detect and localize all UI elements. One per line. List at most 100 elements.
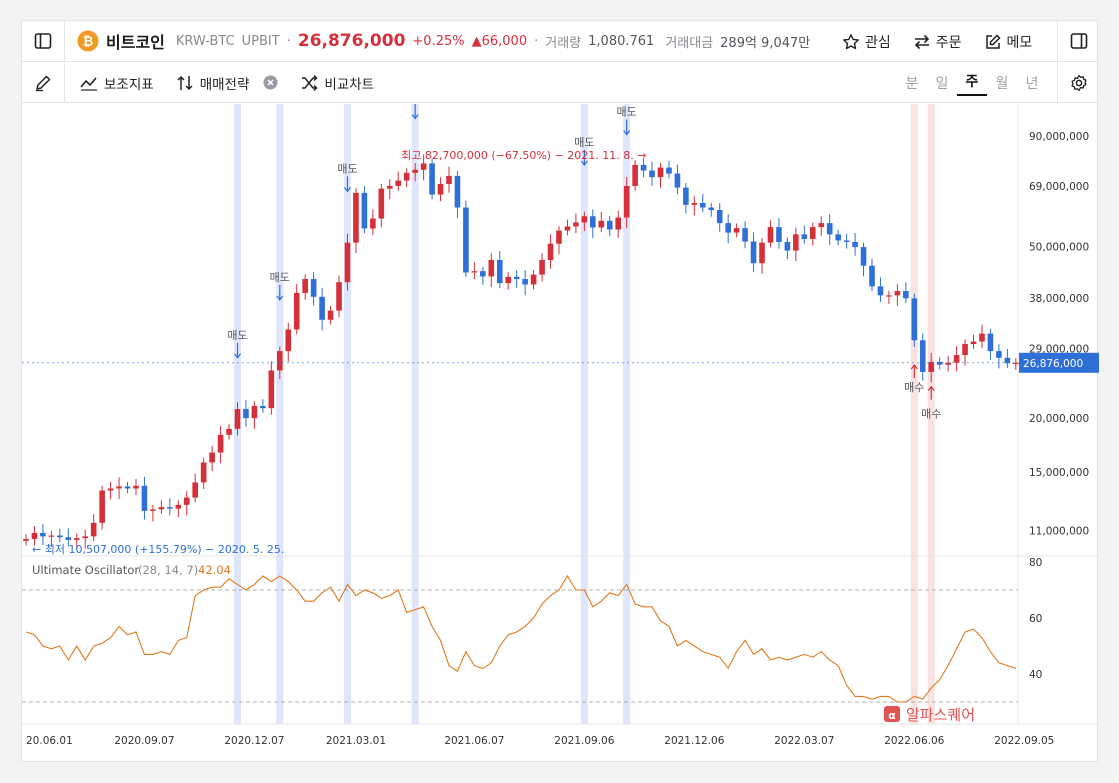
- sell-signal-arrowhead: [623, 130, 631, 136]
- candle-body: [420, 163, 427, 170]
- candle-body: [581, 216, 588, 223]
- memo-button[interactable]: 메모: [984, 32, 1032, 52]
- high-price-annotation: 최고 82,700,000 (−67.50%) − 2021. 11. 8. →: [401, 149, 646, 162]
- candle-body: [936, 361, 943, 365]
- shuffle-icon: [302, 74, 318, 91]
- candle-body: [150, 509, 156, 511]
- candle-body: [167, 507, 173, 509]
- sidebar-toggle-button[interactable]: [22, 21, 64, 62]
- price-chart[interactable]: 90,000,000 69,000,000 50,000,000 38,000,000…: [22, 104, 1099, 763]
- candle-body: [928, 361, 935, 372]
- watchlist-label: 관심: [865, 34, 891, 51]
- period-year-tab[interactable]: 년: [1025, 76, 1039, 92]
- bitcoin-logo-icon: ₿: [77, 30, 99, 52]
- divider: [64, 63, 65, 102]
- candle-body: [987, 333, 994, 352]
- strategy-button[interactable]: 매매전략: [176, 73, 279, 93]
- drawing-tool-button[interactable]: [22, 63, 64, 103]
- oscillator-axis-tick: 80: [1029, 557, 1042, 569]
- candle-body: [564, 226, 571, 231]
- indicators-button[interactable]: 보조지표: [80, 73, 154, 93]
- candle-body: [615, 217, 621, 230]
- candle-body: [598, 220, 605, 228]
- candle-body: [742, 228, 748, 242]
- divider: [64, 21, 65, 61]
- candle-body: [268, 370, 275, 409]
- time-axis-tick: 2021.09.06: [554, 735, 614, 747]
- candle-body: [708, 207, 715, 210]
- compare-chart-button[interactable]: 비교차트: [300, 73, 374, 93]
- candle-body: [336, 282, 342, 311]
- sell-signal-arrowhead: [580, 160, 588, 166]
- candle-body: [82, 536, 89, 539]
- sell-signal-label: 매도: [617, 106, 637, 119]
- period-day-tab[interactable]: 일: [935, 76, 949, 92]
- current-price: 26,876,000: [297, 31, 406, 51]
- order-button[interactable]: 주문: [913, 32, 962, 52]
- candle-body: [23, 538, 29, 541]
- top-bar: ₿ 비트코인 KRW-BTC UPBIT · 26,876,000 +0.25%…: [22, 21, 1099, 62]
- candle-body: [285, 329, 292, 352]
- candle-body: [852, 241, 858, 248]
- sidebar-right-toggle-button[interactable]: [1058, 21, 1099, 62]
- price-axis-tick: 20,000,000: [1029, 413, 1089, 425]
- candle-body: [141, 485, 148, 511]
- price-axis-tick: 50,000,000: [1029, 241, 1089, 253]
- candle-body: [344, 242, 351, 283]
- chart-panel: ₿ 비트코인 KRW-BTC UPBIT · 26,876,000 +0.25%…: [21, 20, 1099, 763]
- time-axis-tick: 2022.03.07: [774, 735, 834, 747]
- sell-signal-label: 매도: [337, 162, 357, 175]
- candle-body: [277, 351, 283, 371]
- pencil-icon: [36, 75, 51, 91]
- candle-body: [403, 172, 410, 181]
- order-label: 주문: [935, 34, 962, 51]
- candle-body: [590, 216, 596, 228]
- candle-body: [107, 488, 114, 491]
- candle-body: [234, 409, 241, 429]
- buy-signal-label: 매수: [921, 408, 941, 421]
- divider: [1057, 63, 1058, 102]
- candle-body: [945, 362, 951, 365]
- candle-body: [522, 279, 528, 285]
- candle-body: [65, 537, 72, 540]
- candle-body: [996, 351, 1002, 358]
- coin-name: 비트코인: [106, 33, 165, 52]
- candle-body: [919, 340, 926, 372]
- sell-signal-arrowhead: [234, 353, 241, 359]
- period-month-tab[interactable]: 월: [995, 76, 1009, 92]
- period-minute-tab[interactable]: 분: [905, 76, 919, 92]
- candle-body: [539, 259, 545, 275]
- price-axis-tick: 90,000,000: [1029, 131, 1089, 143]
- candle-body: [183, 497, 190, 505]
- candle-body: [209, 452, 215, 463]
- period-week-tab[interactable]: 주: [957, 71, 987, 96]
- watermark-logo-glyph: α: [888, 709, 896, 722]
- last-price-text: 26,876,000: [1023, 358, 1083, 370]
- candle-body: [395, 180, 402, 186]
- separator-dot: ·: [286, 33, 291, 49]
- price-axis-tick: 11,000,000: [1029, 525, 1089, 537]
- watermark-text: 알파스퀘어: [906, 706, 975, 724]
- exchange-name: UPBIT: [241, 33, 280, 49]
- candle-body: [496, 259, 503, 284]
- time-axis-tick: 2020.09.07: [114, 735, 174, 747]
- watchlist-button[interactable]: 관심: [842, 32, 891, 52]
- candle-body: [962, 344, 968, 356]
- period-selector: 분 일 주 월 년: [897, 63, 1047, 103]
- candle-body: [894, 291, 901, 296]
- price-axis-tick: 29,000,000: [1029, 344, 1089, 356]
- candle-body: [175, 504, 182, 509]
- candle-body: [133, 485, 139, 489]
- watermark-logo: α 알파스퀘어: [884, 706, 975, 724]
- candle-body: [454, 175, 461, 208]
- candle-body: [767, 227, 774, 243]
- candle-body: [260, 405, 266, 409]
- candle-body: [886, 295, 892, 297]
- remove-strategy-icon[interactable]: [263, 75, 278, 90]
- oscillator-axis-tick: 40: [1029, 669, 1042, 681]
- candle-body: [513, 276, 520, 280]
- sell-signal-band: [276, 104, 284, 724]
- candle-body: [48, 535, 55, 537]
- candle-body: [40, 532, 46, 537]
- chart-settings-button[interactable]: [1058, 63, 1099, 103]
